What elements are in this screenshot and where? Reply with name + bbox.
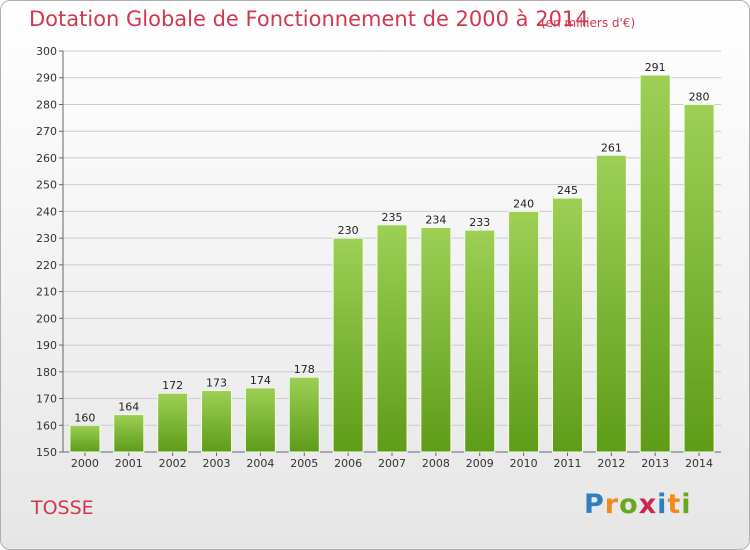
y-tick-label: 260: [36, 152, 57, 165]
y-tick-label: 160: [36, 419, 57, 432]
x-tick-label-2000: 2000: [71, 457, 99, 470]
y-tick-label: 210: [36, 286, 57, 299]
x-tick-label-2009: 2009: [466, 457, 494, 470]
y-tick-label: 200: [36, 312, 57, 325]
bar-2003: [201, 390, 233, 453]
proxiti-logo: Proxiti: [584, 489, 692, 520]
y-tick-label: 180: [36, 366, 57, 379]
bar-2005: [288, 376, 320, 453]
y-tick-label: 150: [36, 446, 57, 459]
data-label-2012: 261: [601, 141, 622, 154]
x-tick-label-2007: 2007: [378, 457, 406, 470]
bar-2008: [420, 226, 452, 453]
x-tick-label-2001: 2001: [115, 457, 143, 470]
bar-2006: [332, 237, 364, 453]
bar-2009: [464, 229, 496, 453]
data-label-2006: 230: [338, 224, 359, 237]
data-label-2008: 234: [425, 213, 446, 226]
y-tick-label: 170: [36, 393, 57, 406]
data-label-2009: 233: [469, 216, 490, 229]
labels: 150 160 170 180 190 200 210 220 230 240 250 260 270 2…: [36, 45, 713, 470]
y-tick-label: 190: [36, 339, 57, 352]
x-tick-label-2013: 2013: [641, 457, 669, 470]
data-label-2003: 173: [206, 377, 227, 390]
y-tick-label: 290: [36, 72, 57, 85]
data-label-2014: 280: [689, 90, 710, 103]
bar-2007: [376, 224, 408, 453]
data-label-2002: 172: [162, 379, 183, 392]
y-tick-label: 250: [36, 179, 57, 192]
y-tick-label: 230: [36, 232, 57, 245]
chart-title: Dotation Globale de Fonctionnement de 20…: [29, 7, 589, 31]
y-tick-label: 280: [36, 98, 57, 111]
data-label-2010: 240: [513, 197, 534, 210]
data-label-2005: 178: [294, 363, 315, 376]
bar-2004: [244, 387, 276, 453]
bar-2002: [157, 392, 189, 453]
data-label-2013: 291: [645, 61, 666, 74]
x-tick-label-2010: 2010: [510, 457, 538, 470]
bar-2013: [639, 74, 671, 453]
x-tick-label-2008: 2008: [422, 457, 450, 470]
x-tick-label-2005: 2005: [290, 457, 318, 470]
x-tick-label-2004: 2004: [246, 457, 274, 470]
data-label-2004: 174: [250, 374, 271, 387]
x-tick-label-2002: 2002: [159, 457, 187, 470]
y-tick-label: 300: [36, 45, 57, 58]
x-tick-label-2012: 2012: [597, 457, 625, 470]
x-tick-label-2011: 2011: [553, 457, 581, 470]
commune-name: TOSSE: [31, 497, 94, 519]
bar-2011: [551, 197, 583, 453]
bar-2012: [595, 154, 627, 453]
bar-2014: [683, 103, 715, 453]
data-label-2007: 235: [382, 211, 403, 224]
bar-2000: [69, 424, 101, 453]
x-tick-label-2014: 2014: [685, 457, 713, 470]
bar-2010: [508, 210, 540, 453]
chart-subtitle: (en milliers d'€): [541, 16, 636, 30]
y-tick-label: 220: [36, 259, 57, 272]
bar-2001: [113, 414, 145, 453]
bars: [69, 74, 715, 453]
data-label-2011: 245: [557, 184, 578, 197]
data-label-2000: 160: [74, 411, 95, 424]
y-tick-label: 240: [36, 205, 57, 218]
x-tick-label-2006: 2006: [334, 457, 362, 470]
data-label-2001: 164: [118, 401, 139, 414]
x-tick-label-2003: 2003: [203, 457, 231, 470]
y-tick-label: 270: [36, 125, 57, 138]
